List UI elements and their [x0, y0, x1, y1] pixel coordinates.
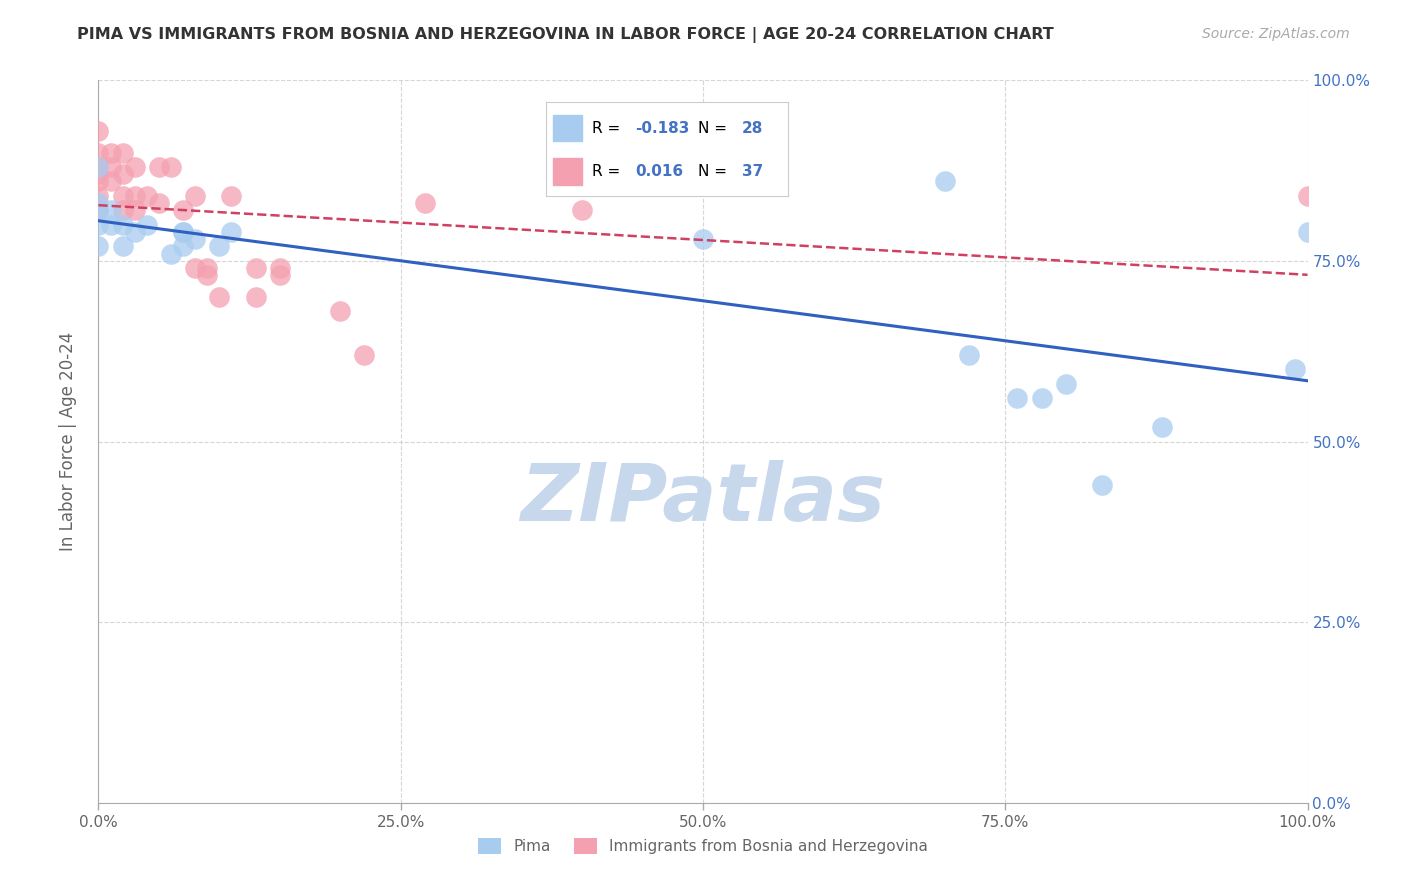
Point — [195, 268, 218, 283]
Text: Source: ZipAtlas.com: Source: ZipAtlas.com — [1202, 27, 1350, 41]
Point — [87, 196, 110, 211]
Text: ZIPatlas: ZIPatlas — [520, 460, 886, 539]
Point — [111, 203, 134, 218]
Point — [571, 203, 593, 218]
Point — [208, 290, 231, 304]
Point — [221, 189, 243, 203]
Point — [111, 167, 134, 181]
Point — [100, 218, 122, 232]
Point — [135, 189, 157, 203]
Point — [184, 189, 207, 203]
Point — [1284, 362, 1306, 376]
Point — [269, 268, 291, 283]
Point — [135, 218, 157, 232]
Point — [160, 246, 183, 260]
Point — [269, 261, 291, 276]
Point — [221, 225, 243, 239]
Point — [100, 145, 122, 160]
Point — [100, 160, 122, 174]
Point — [111, 145, 134, 160]
Point — [87, 189, 110, 203]
Point — [1152, 420, 1174, 434]
Point — [87, 160, 110, 174]
Point — [87, 167, 110, 181]
Point — [329, 304, 352, 318]
Point — [353, 348, 375, 362]
Point — [100, 203, 122, 218]
Point — [934, 174, 956, 188]
Point — [124, 225, 146, 239]
Point — [1296, 189, 1319, 203]
Point — [413, 196, 436, 211]
Point — [195, 261, 218, 276]
Point — [208, 239, 231, 253]
Point — [957, 348, 980, 362]
Point — [184, 232, 207, 246]
Point — [1007, 391, 1029, 405]
Point — [87, 124, 110, 138]
Y-axis label: In Labor Force | Age 20-24: In Labor Force | Age 20-24 — [59, 332, 77, 551]
Point — [87, 145, 110, 160]
Point — [1091, 478, 1114, 492]
Point — [111, 239, 134, 253]
Point — [124, 203, 146, 218]
Point — [172, 225, 194, 239]
Point — [184, 261, 207, 276]
Point — [148, 196, 170, 211]
Point — [1296, 225, 1319, 239]
Legend: Pima, Immigrants from Bosnia and Herzegovina: Pima, Immigrants from Bosnia and Herzego… — [472, 832, 934, 860]
Point — [124, 189, 146, 203]
Text: PIMA VS IMMIGRANTS FROM BOSNIA AND HERZEGOVINA IN LABOR FORCE | AGE 20-24 CORREL: PIMA VS IMMIGRANTS FROM BOSNIA AND HERZE… — [77, 27, 1054, 43]
Point — [111, 189, 134, 203]
Point — [172, 203, 194, 218]
Point — [692, 232, 714, 246]
Point — [87, 160, 110, 174]
Point — [245, 290, 267, 304]
Point — [1031, 391, 1053, 405]
Point — [160, 160, 183, 174]
Point — [87, 203, 110, 218]
Point — [87, 174, 110, 188]
Point — [172, 239, 194, 253]
Point — [111, 218, 134, 232]
Point — [87, 203, 110, 218]
Point — [124, 160, 146, 174]
Point — [148, 160, 170, 174]
Point — [245, 261, 267, 276]
Point — [87, 239, 110, 253]
Point — [87, 218, 110, 232]
Point — [1054, 376, 1077, 391]
Point — [172, 225, 194, 239]
Point — [100, 174, 122, 188]
